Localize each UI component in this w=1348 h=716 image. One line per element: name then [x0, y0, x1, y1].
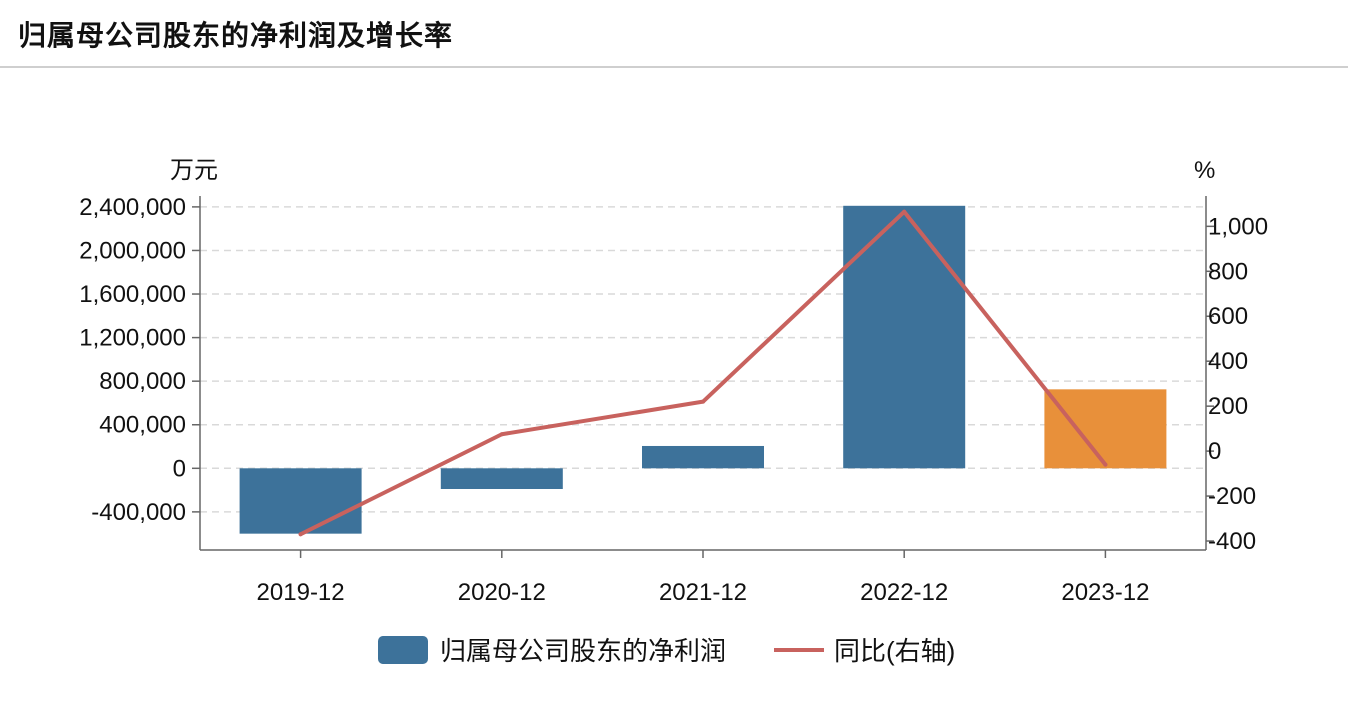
bar	[440, 468, 563, 490]
growth-point	[902, 209, 907, 214]
left-axis-unit: 万元	[170, 157, 218, 184]
legend-label-line: 同比(右轴)	[834, 636, 955, 666]
left-tick-label: 400,000	[99, 412, 186, 439]
right-tick-label: -200	[1208, 483, 1256, 510]
growth-point	[701, 399, 705, 404]
x-tick-label: 2021-12	[659, 579, 747, 606]
right-tick-label: 0	[1208, 438, 1221, 465]
header: 归属母公司股东的净利润及增长率	[0, 0, 1348, 68]
x-tick-label: 2023-12	[1061, 579, 1149, 606]
bar	[1044, 389, 1167, 469]
bar	[843, 205, 966, 469]
bar	[239, 468, 362, 534]
growth-point	[1103, 462, 1108, 467]
right-axis-unit: %	[1194, 157, 1215, 184]
right-tick-label: 1,000	[1208, 213, 1268, 240]
growth-point	[298, 532, 303, 537]
legend-swatch-bar	[378, 636, 428, 664]
left-tick-label: -400,000	[91, 499, 186, 526]
right-tick-label: 600	[1208, 303, 1248, 330]
legend: 归属母公司股东的净利润 同比(右轴)	[378, 636, 955, 666]
bar	[642, 445, 764, 469]
growth-line	[298, 209, 1108, 537]
left-tick-label: 800,000	[99, 368, 186, 395]
right-tick-label: 800	[1208, 258, 1248, 285]
left-tick-label: 1,600,000	[79, 281, 186, 308]
left-tick-label: 1,200,000	[79, 325, 186, 352]
growth-point	[499, 432, 504, 437]
x-tick-label: 2022-12	[860, 579, 948, 606]
right-tick-label: 400	[1208, 348, 1248, 375]
x-tick-label: 2019-12	[257, 579, 345, 606]
left-tick-label: 0	[173, 455, 186, 482]
left-tick-label: 2,400,000	[79, 194, 186, 221]
left-tick-label: 2,000,000	[79, 237, 186, 264]
x-tick-label: 2020-12	[458, 579, 546, 606]
page-title: 归属母公司股东的净利润及增长率	[18, 20, 454, 51]
axes: -400,000 0 400,000 800,000 1,200,000 1,600,00…	[79, 157, 1268, 606]
growth-series-line	[298, 209, 1108, 537]
right-tick-label: 200	[1208, 393, 1248, 420]
legend-label-bar: 归属母公司股东的净利润	[440, 636, 726, 666]
right-tick-label: -400	[1208, 528, 1256, 555]
